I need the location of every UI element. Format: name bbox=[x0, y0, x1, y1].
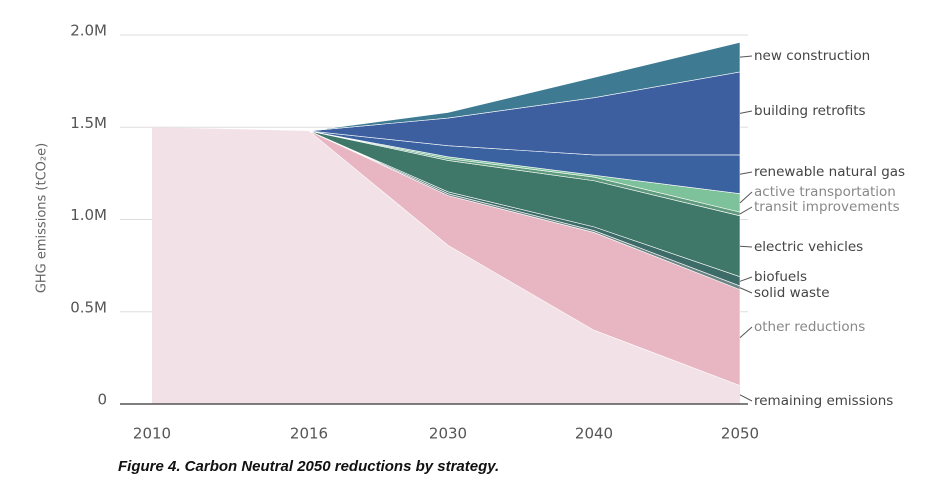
y-tick-label: 0 bbox=[97, 391, 107, 409]
legend-leader bbox=[739, 245, 753, 248]
x-tick-label: 2040 bbox=[575, 425, 613, 443]
legend-leader bbox=[739, 276, 753, 282]
x-tick-label: 2030 bbox=[429, 425, 467, 443]
legend-label: renewable natural gas bbox=[754, 164, 905, 180]
legend-leader bbox=[739, 206, 753, 215]
legend-label: remaining emissions bbox=[754, 393, 893, 409]
caption: Figure 4. Carbon Neutral 2050 reductions… bbox=[118, 458, 499, 475]
legend-label: active transportation bbox=[754, 184, 896, 200]
y-axis-label: GHG emissions (tCO₂e) bbox=[35, 143, 50, 293]
legend-label: transit improvements bbox=[754, 199, 900, 215]
legend-leader bbox=[739, 55, 753, 58]
legend-leader bbox=[739, 191, 753, 204]
legend-label: other reductions bbox=[754, 319, 865, 335]
y-tick-label: 2.0M bbox=[70, 22, 107, 40]
legend-label: electric vehicles bbox=[754, 239, 863, 255]
y-tick-label: 1.0M bbox=[70, 206, 107, 224]
legend-label: new construction bbox=[754, 48, 870, 64]
legend-leader bbox=[739, 326, 753, 338]
legend-leader bbox=[739, 171, 753, 175]
legend-label: building retrofits bbox=[754, 103, 866, 119]
x-tick-label: 2050 bbox=[721, 425, 759, 443]
x-tick-label: 2016 bbox=[290, 425, 328, 443]
x-tick-label: 2010 bbox=[133, 425, 171, 443]
y-tick-label: 0.5M bbox=[70, 298, 107, 316]
legend-leader bbox=[739, 394, 753, 402]
y-tick-label: 1.5M bbox=[70, 114, 107, 132]
legend-label: solid waste bbox=[754, 285, 830, 301]
area bbox=[152, 127, 740, 404]
legend-leader bbox=[739, 287, 753, 294]
legend-leader bbox=[739, 110, 753, 114]
legend-label: biofuels bbox=[754, 269, 807, 285]
